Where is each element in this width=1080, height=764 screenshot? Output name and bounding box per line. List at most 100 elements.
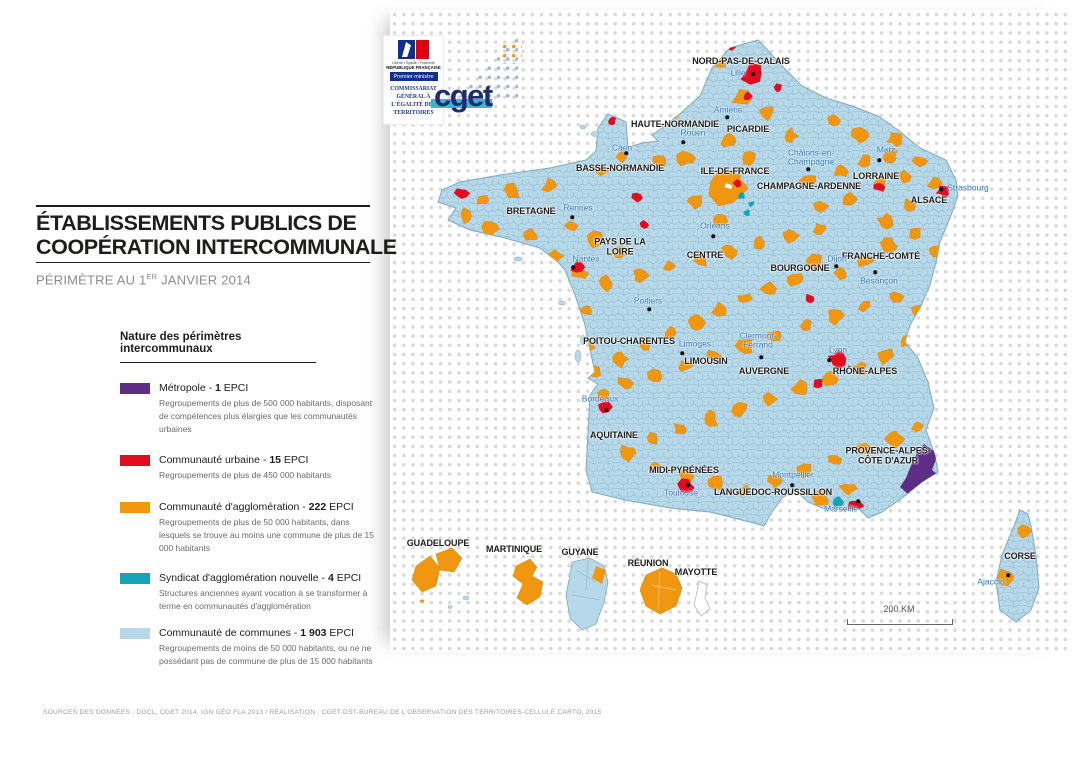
legend-label: Communauté urbaine - 15 EPCI: [159, 453, 309, 466]
region-label-mayotte: MAYOTTE: [674, 566, 718, 577]
republique-francaise-logo: Liberté • Égalité • Fraternité RÉPUBLIQU…: [383, 35, 444, 125]
region-label-midi-pyrnes: MIDI-PYRÉNÉES: [649, 464, 719, 475]
city-label-rouen: Rouen: [680, 127, 706, 138]
city-label-metz: Metz: [876, 144, 896, 155]
legend-label: Métropole - 1 EPCI: [159, 382, 249, 394]
region-label-alsace: ALSACE: [910, 194, 948, 205]
legend-swatch-metropole: [120, 383, 150, 394]
region-label-ile-de-france: ILE-DE-FRANCE: [700, 165, 770, 176]
city-label-bordeaux: Bordeaux: [581, 393, 619, 404]
city-dot-montpellier: [790, 483, 794, 487]
legend-desc: Regroupements de moins de 50 000 habitan…: [159, 642, 373, 666]
region-label-poitou-charentes: POITOU-CHARENTES: [583, 335, 675, 346]
legend-swatch-syndicat-agglomeration: [120, 573, 150, 585]
city-dot-marseille: [856, 499, 860, 503]
legend-item-communaute-communes: Communauté de communes - 1 903 EPCI Regr…: [120, 627, 373, 668]
page-title-line2: COOPÉRATION INTERCOMMUNALE: [36, 235, 397, 260]
region-label-provence-alpes--cte-d-azur: PROVENCE-ALPES- CÔTE D'AZUR: [845, 445, 931, 466]
page-title: ÉTABLISSEMENTS PUBLICS DE COOPÉRATION IN…: [36, 211, 397, 260]
logo-motto: Liberté • Égalité • Fraternité: [392, 61, 435, 65]
region-label-centre: CENTRE: [686, 249, 724, 260]
region-label-guyane: GUYANE: [561, 546, 599, 557]
city-dot-ajaccio: [1006, 573, 1010, 577]
region-label-haute-normandie: HAUTE-NORMANDIE: [631, 118, 719, 129]
cget-dot-motif-orange: [500, 42, 522, 64]
title-rule-top: [36, 205, 370, 207]
city-label-poitiers: Poitiers: [633, 295, 663, 306]
legend-swatch-communaute-urbaine: [120, 454, 150, 466]
city-label-chlons-en--champagne: Châlons-en- Champagne: [787, 147, 835, 167]
city-dot-dijon: [834, 264, 838, 268]
city-label-rennes: Rennes: [563, 202, 593, 213]
map-labels-layer: NORD-PAS-DE-CALAIS HAUTE-NORMANDIE PICARDI…: [390, 10, 1072, 652]
region-label-languedoc-roussillon: LANGUEDOC-ROUSSILLON: [714, 486, 832, 497]
city-dot-limoges: [680, 351, 684, 355]
region-label-lorraine: LORRAINE: [852, 170, 900, 181]
region-label-champagne-ardenne: CHAMPAGNE-ARDENNE: [756, 180, 862, 191]
scale-bar-label: 200 KM: [883, 604, 915, 614]
region-label-picardie: PICARDIE: [726, 123, 770, 134]
legend: Nature des périmètres intercommunaux Mét…: [120, 331, 374, 668]
legend-item-metropole: Métropole - 1 EPCI Regroupements de plus…: [120, 382, 372, 437]
city-dot-chlons-en--champagne: [806, 167, 810, 171]
cget-organisme-name: COMMISSARIAT GÉNÉRAL À L'ÉGALITÉ DES TER…: [390, 86, 437, 117]
city-dot-bordeaux: [604, 408, 608, 412]
city-label-ajaccio: Ajaccio: [977, 576, 1005, 587]
sources-line: SOURCES DES DONNÉES : DGCL, CGET 2014, I…: [43, 709, 602, 716]
legend-label: Syndicat d'agglomération nouvelle - 4 EP…: [159, 572, 362, 585]
city-dot-lille: [751, 72, 755, 76]
france-epci-map: [411, 39, 1040, 631]
city-label-caen: Caen: [611, 142, 633, 153]
city-label-marseille: Marseille: [823, 503, 859, 514]
city-label-amiens: Amiens: [713, 104, 743, 115]
legend-label: Communauté d'agglomération - 222 EPCI: [159, 500, 354, 513]
city-dot-rouen: [681, 140, 685, 144]
city-label-montpellier: Montpellier: [772, 469, 814, 480]
region-label-rhne-alpes: RHÔNE-ALPES: [832, 365, 898, 376]
city-dot-rennes: [570, 215, 574, 219]
region-label-martinique: MARTINIQUE: [486, 543, 542, 554]
city-label-nantes: Nantes: [572, 253, 600, 264]
city-label-limoges: Limoges: [678, 338, 712, 349]
region-label-auvergne: AUVERGNE: [738, 365, 790, 376]
city-label-orlans: Orléans: [700, 220, 730, 231]
city-dot-toulouse: [686, 483, 690, 487]
city-label-strasbourg: Strasbourg: [947, 182, 989, 193]
legend-item-syndicat-agglomeration: Syndicat d'agglomération nouvelle - 4 EP…: [120, 572, 372, 613]
region-label-corse: CORSE: [1004, 550, 1036, 561]
region-label-aquitaine: AQUITAINE: [590, 429, 638, 440]
city-dot-lyon: [827, 358, 831, 362]
scale-bar: [847, 619, 953, 625]
legend-desc: Structures anciennes ayant vocation à se…: [159, 588, 368, 612]
region-label-pays-de-la-loire: PAYS DE LA LOIRE: [594, 236, 646, 257]
city-dot-nantes: [571, 265, 575, 269]
legend-heading: Nature des périmètres intercommunaux: [120, 331, 316, 363]
city-label-dijon: Dijon: [827, 253, 847, 264]
legend-label: Communauté de communes - 1 903 EPCI: [159, 626, 354, 639]
logo-republic: RÉPUBLIQUE FRANÇAISE: [386, 65, 441, 70]
map-panel: NORD-PAS-DE-CALAIS HAUTE-NORMANDIE PICARDI…: [390, 10, 1072, 652]
region-label-franche-comt: FRANCHE-COMTÉ: [841, 250, 921, 261]
region-label-nord-pas-de-calais: NORD-PAS-DE-CALAIS: [692, 55, 790, 66]
region-label-guadeloupe: GUADELOUPE: [406, 537, 470, 548]
marianne-flag-icon: [398, 40, 429, 59]
city-dot-clermont--ferrand: [759, 355, 763, 359]
legend-item-communaute-agglomeration: Communauté d'agglomération - 222 EPCI Re…: [120, 501, 374, 556]
city-dot-strasbourg: [939, 187, 943, 191]
legend-desc: Regroupements de plus de 450 000 habitan…: [159, 469, 332, 480]
region-label-bretagne: BRETAGNE: [506, 205, 556, 216]
legend-swatch-communaute-communes: [120, 627, 150, 639]
region-label-bourgogne: BOURGOGNE: [770, 262, 830, 273]
region-label-limousin: LIMOUSIN: [684, 355, 728, 366]
city-dot-amiens: [725, 115, 729, 119]
city-label-toulouse: Toulouse: [663, 487, 699, 498]
legend-swatch-communaute-agglomeration: [120, 501, 150, 513]
city-label-clermont--ferrand: Clermont- Ferrand: [739, 330, 777, 350]
legend-desc: Regroupements de plus de 50 000 habitant…: [159, 516, 374, 554]
page-title-line1: ÉTABLISSEMENTS PUBLICS DE: [36, 211, 357, 235]
legend-desc: Regroupements de plus de 500 000 habitan…: [159, 398, 373, 435]
city-dot-metz: [877, 158, 881, 162]
region-label-basse-normandie: BASSE-NORMANDIE: [575, 162, 665, 173]
cget-logo: cget: [431, 80, 493, 111]
cget-logo-bar: [431, 99, 493, 108]
